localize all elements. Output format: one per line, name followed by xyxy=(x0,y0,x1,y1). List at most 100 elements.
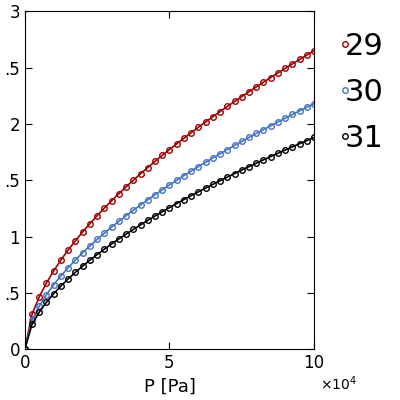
31 xyxy=(80,264,85,268)
31 xyxy=(283,148,288,152)
31 xyxy=(102,247,107,252)
30 xyxy=(66,265,70,270)
31 xyxy=(268,154,273,159)
29 xyxy=(196,125,201,130)
29 xyxy=(95,213,100,218)
29 xyxy=(203,120,208,124)
29 xyxy=(189,130,194,135)
31 xyxy=(304,138,309,143)
29 xyxy=(182,136,186,140)
30 xyxy=(247,135,252,140)
30 xyxy=(124,213,128,218)
29 xyxy=(304,52,309,57)
31 xyxy=(276,151,280,156)
29 xyxy=(268,75,273,80)
30 xyxy=(152,192,157,197)
31 xyxy=(30,322,34,327)
29 xyxy=(80,230,85,234)
29 xyxy=(138,172,143,176)
29 xyxy=(73,238,78,243)
31 xyxy=(58,284,63,288)
31 xyxy=(196,190,201,194)
30 xyxy=(37,304,42,308)
31 xyxy=(66,276,70,281)
29 xyxy=(174,142,179,146)
31 xyxy=(73,270,78,275)
29 xyxy=(276,70,280,75)
30 xyxy=(232,143,237,148)
30 xyxy=(131,208,136,213)
30 xyxy=(225,147,230,152)
30 xyxy=(58,274,63,278)
30 xyxy=(51,282,56,287)
Line: 29: 29 xyxy=(22,48,317,352)
29 xyxy=(145,165,150,170)
31 xyxy=(138,222,143,227)
31 xyxy=(131,227,136,232)
30 xyxy=(73,258,78,262)
31 xyxy=(247,164,252,169)
30 xyxy=(196,164,201,169)
31 xyxy=(239,168,244,172)
Line: 30: 30 xyxy=(22,101,317,352)
30 xyxy=(290,112,295,117)
29 xyxy=(254,84,259,89)
30 xyxy=(145,197,150,202)
29 xyxy=(232,99,237,104)
30 xyxy=(116,219,121,224)
31 xyxy=(37,310,42,314)
29 xyxy=(116,191,121,196)
31 xyxy=(145,218,150,223)
29 xyxy=(44,280,49,285)
30 xyxy=(254,131,259,136)
31 xyxy=(88,258,92,262)
29 xyxy=(152,159,157,164)
30 xyxy=(109,225,114,230)
31 xyxy=(203,186,208,190)
31 xyxy=(116,236,121,241)
31 xyxy=(152,214,157,218)
30 xyxy=(261,127,266,132)
30 xyxy=(268,123,273,128)
30 xyxy=(210,156,215,160)
29 xyxy=(218,109,222,114)
29 xyxy=(210,114,215,119)
29 xyxy=(30,312,34,317)
30 xyxy=(182,173,186,178)
30 xyxy=(95,237,100,242)
29 xyxy=(88,221,92,226)
30 xyxy=(44,292,49,297)
30 xyxy=(22,347,27,352)
31 xyxy=(254,161,259,166)
29 xyxy=(225,104,230,109)
31 xyxy=(44,300,49,305)
30 xyxy=(88,244,92,248)
30 xyxy=(160,188,165,192)
29 xyxy=(167,147,172,152)
29 xyxy=(297,57,302,62)
Legend: 29, 30, 31: 29, 30, 31 xyxy=(332,20,396,165)
30 xyxy=(189,169,194,174)
29 xyxy=(261,80,266,84)
31 xyxy=(210,182,215,187)
30 xyxy=(276,120,280,124)
Text: $\times10^4$: $\times10^4$ xyxy=(320,375,357,393)
31 xyxy=(312,135,316,140)
29 xyxy=(239,94,244,99)
30 xyxy=(239,139,244,144)
30 xyxy=(80,250,85,255)
X-axis label: P [Pa]: P [Pa] xyxy=(144,378,195,396)
29 xyxy=(37,294,42,299)
31 xyxy=(189,193,194,198)
29 xyxy=(131,178,136,183)
29 xyxy=(312,48,316,53)
31 xyxy=(109,242,114,246)
31 xyxy=(182,197,186,202)
31 xyxy=(51,291,56,296)
29 xyxy=(66,248,70,252)
31 xyxy=(232,171,237,176)
30 xyxy=(174,178,179,183)
31 xyxy=(124,232,128,236)
31 xyxy=(261,158,266,162)
29 xyxy=(102,206,107,210)
